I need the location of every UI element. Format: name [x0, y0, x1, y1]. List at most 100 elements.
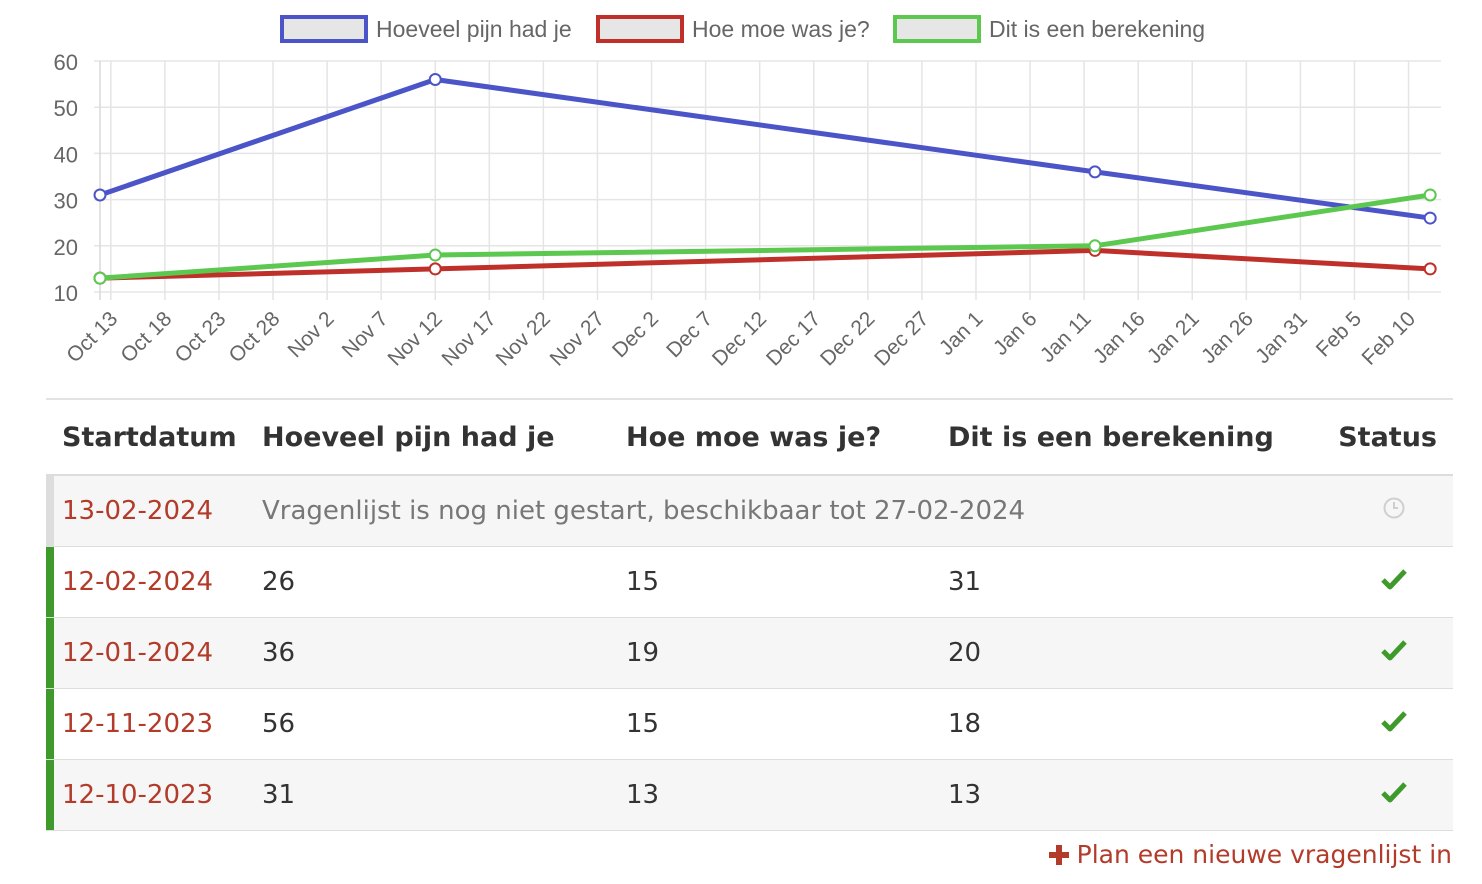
moe-value: 13	[626, 780, 660, 810]
clock-icon	[1383, 497, 1405, 519]
pijn-value: 31	[262, 780, 296, 810]
x-tick-label: Oct 23	[170, 307, 230, 367]
table-row[interactable]: 12-11-2023 56 15 18	[46, 689, 1453, 760]
y-tick-label: 20	[54, 235, 78, 260]
y-tick-label: 60	[54, 50, 78, 75]
data-point	[428, 248, 442, 262]
x-tick-label: Jan 26	[1197, 307, 1258, 368]
legend-label: Dit is een berekening	[989, 16, 1205, 42]
moe-value: 15	[626, 567, 660, 597]
table-row[interactable]: 12-02-2024 26 15 31	[46, 547, 1453, 618]
x-tick-label: Nov 2	[284, 307, 339, 362]
legend-label: Hoeveel pijn had je	[376, 16, 572, 42]
start-date[interactable]: 12-10-2023	[62, 780, 214, 810]
status-cell	[1335, 638, 1453, 668]
series-line	[99, 247, 1431, 281]
x-tick-label: Dec 2	[608, 307, 663, 362]
plus-icon	[1048, 844, 1069, 865]
data-point	[93, 271, 107, 285]
table-body: 13-02-2024 Vragenlijst is nog niet gesta…	[46, 476, 1453, 831]
check-icon	[1381, 711, 1407, 732]
x-tick-label: Nov 27	[546, 307, 609, 370]
start-date[interactable]: 13-02-2024	[62, 496, 214, 526]
legend-swatch	[280, 15, 368, 43]
pijn-value: 56	[262, 709, 296, 739]
data-point	[1423, 211, 1437, 225]
data-point	[1088, 239, 1102, 253]
column-header-berekening[interactable]: Dit is een berekening	[948, 421, 1274, 453]
status-cell	[1335, 567, 1453, 597]
y-tick-label: 30	[54, 189, 78, 214]
column-header-status[interactable]: Status	[1338, 421, 1437, 453]
row-status-bar	[46, 476, 54, 546]
start-date[interactable]: 12-11-2023	[62, 709, 214, 739]
x-tick-label: Oct 13	[62, 307, 122, 367]
y-tick-label: 50	[54, 96, 78, 121]
x-tick-label: Dec 17	[762, 307, 825, 370]
pending-message: Vragenlijst is nog niet gestart, beschik…	[262, 496, 1026, 526]
x-tick-label: Jan 1	[935, 307, 988, 360]
x-tick-label: Oct 28	[225, 307, 285, 367]
pijn-value: 26	[262, 567, 296, 597]
y-tick-label: 40	[54, 142, 78, 167]
check-icon	[1381, 782, 1407, 803]
chart-series	[93, 72, 1437, 285]
legend-swatch	[893, 15, 981, 43]
results-table: Startdatum Hoeveel pijn had je Hoe moe w…	[46, 398, 1453, 831]
pijn-value: 36	[262, 638, 296, 668]
start-date[interactable]: 12-01-2024	[62, 638, 214, 668]
column-header-moe[interactable]: Hoe moe was je?	[626, 421, 882, 453]
x-tick-label: Nov 12	[383, 307, 446, 370]
series-line	[99, 192, 1431, 281]
table-row[interactable]: 12-10-2023 31 13 13	[46, 760, 1453, 831]
column-header-startdatum[interactable]: Startdatum	[62, 421, 237, 453]
series-line	[99, 76, 1431, 221]
status-cell	[1335, 780, 1453, 810]
data-point	[428, 72, 442, 86]
x-tick-label: Jan 21	[1143, 307, 1204, 368]
x-tick-label: Oct 18	[116, 307, 176, 367]
data-point	[1423, 188, 1437, 202]
data-point	[1423, 262, 1437, 276]
x-tick-label: Jan 31	[1251, 307, 1312, 368]
x-tick-label: Dec 27	[870, 307, 933, 370]
moe-value: 15	[626, 709, 660, 739]
status-cell	[1335, 496, 1453, 526]
x-tick-label: Jan 16	[1089, 307, 1150, 368]
legend-label: Hoe moe was je?	[692, 16, 870, 42]
x-tick-label: Nov 22	[492, 307, 555, 370]
column-header-pijn[interactable]: Hoeveel pijn had je	[262, 421, 555, 453]
moe-value: 19	[626, 638, 660, 668]
table-header: Startdatum Hoeveel pijn had je Hoe moe w…	[46, 398, 1453, 476]
start-date[interactable]: 12-02-2024	[62, 567, 214, 597]
x-tick-label: Jan 11	[1036, 307, 1096, 367]
table-row-pending[interactable]: 13-02-2024 Vragenlijst is nog niet gesta…	[46, 476, 1453, 547]
data-point	[428, 262, 442, 276]
row-status-bar	[46, 618, 54, 688]
legend-swatch	[596, 15, 684, 43]
berekening-value: 18	[948, 709, 982, 739]
status-cell	[1335, 709, 1453, 739]
x-tick-label: Feb 10	[1358, 307, 1421, 370]
row-status-bar	[46, 689, 54, 759]
chart-legend: Hoeveel pijn had je Hoe moe was je? Dit is…	[280, 15, 1205, 43]
check-icon	[1381, 569, 1407, 590]
data-point	[1088, 165, 1102, 179]
table-row[interactable]: 12-01-2024 36 19 20	[46, 618, 1453, 689]
add-questionnaire-label: Plan een nieuwe vragenlijst in	[1076, 840, 1452, 869]
x-tick-label: Jan 6	[989, 307, 1042, 360]
y-axis: 60 50 40 30 20 10	[54, 50, 78, 306]
data-point	[93, 188, 107, 202]
row-status-bar	[46, 547, 54, 617]
y-tick-label: 10	[54, 281, 78, 306]
x-tick-label: Dec 12	[708, 307, 771, 370]
row-status-bar	[46, 760, 54, 830]
add-questionnaire-link[interactable]: Plan een nieuwe vragenlijst in	[1048, 840, 1452, 869]
x-tick-label: Nov 17	[438, 307, 501, 370]
berekening-value: 13	[948, 780, 982, 810]
berekening-value: 20	[948, 638, 982, 668]
berekening-value: 31	[948, 567, 982, 597]
check-icon	[1381, 640, 1407, 661]
